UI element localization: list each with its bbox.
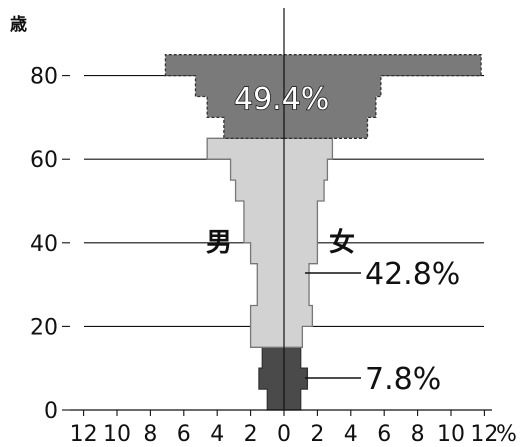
x-tick-label-4: 4 — [210, 422, 224, 447]
axes-group — [70, 8, 492, 411]
x-tick-label-1: 10 — [103, 422, 131, 447]
x-axis-unit: % — [496, 422, 517, 447]
x-tick-label-9: 6 — [377, 422, 391, 447]
pyramid-area-0-14 — [258, 346, 309, 411]
x-tick-label-5: 2 — [244, 422, 258, 447]
female-label: 女 — [329, 227, 355, 258]
annotation-children: 7.8% — [365, 362, 441, 397]
annotations: 49.4% 42.8% 7.8% 男 女 — [206, 81, 460, 397]
x-tick-label-2: 8 — [143, 422, 157, 447]
y-tick-label-80: 80 — [30, 65, 58, 90]
x-tick-label-10: 8 — [411, 422, 425, 447]
y-axis-label: 歳 — [10, 14, 27, 35]
y-tick-label-60: 60 — [30, 148, 58, 173]
male-label: 男 — [206, 228, 232, 258]
x-tick-label-8: 4 — [344, 422, 358, 447]
bars-group — [164, 54, 482, 411]
y-tick-label-20: 20 — [30, 315, 58, 340]
annotation-working: 42.8% — [365, 257, 460, 292]
x-tick-label-6: 0 — [277, 422, 291, 447]
y-tick-label-40: 40 — [30, 232, 58, 257]
x-tick-label-12: 12 — [470, 422, 498, 447]
x-tick-label-7: 2 — [310, 422, 324, 447]
x-tick-label-11: 10 — [437, 422, 465, 447]
y-tick-label-0: 0 — [44, 399, 58, 424]
annotation-elderly: 49.4% — [234, 82, 329, 117]
x-tick-label-0: 12 — [70, 422, 98, 447]
x-tick-label-3: 6 — [177, 422, 191, 447]
